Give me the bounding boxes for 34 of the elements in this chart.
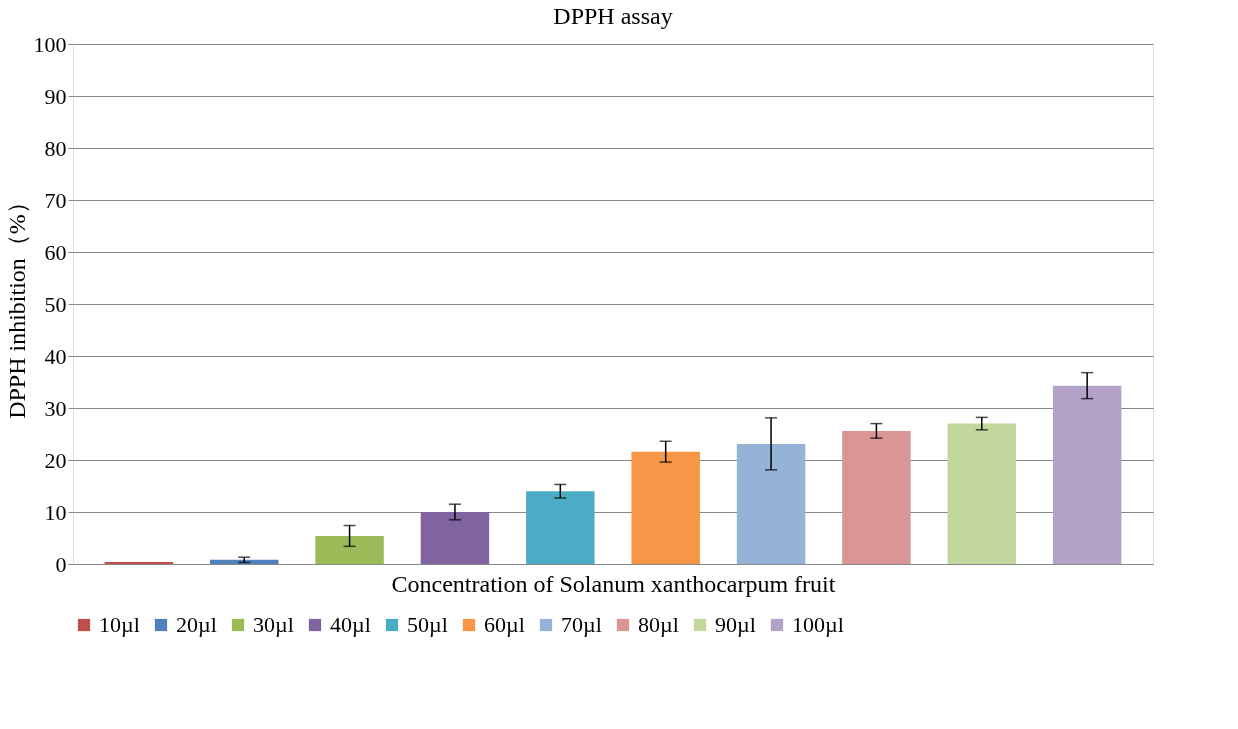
y-tick-label: 30 <box>44 395 67 421</box>
bar <box>947 423 1017 564</box>
bar <box>631 451 700 564</box>
y-tick-label: 90 <box>44 83 67 109</box>
legend-label: 60µl <box>484 612 525 637</box>
y-axis-title: DPPH inhibition（%） <box>3 190 30 419</box>
y-tick-label: 20 <box>44 447 67 473</box>
legend-label: 90µl <box>715 612 756 637</box>
legend-label: 20µl <box>176 612 217 637</box>
legend-label: 10µl <box>99 612 140 637</box>
chart-title: DPPH assay <box>553 3 673 29</box>
legend-label: 50µl <box>407 612 448 637</box>
y-tick-label: 10 <box>44 499 67 525</box>
bar <box>420 512 490 564</box>
y-tick-label: 60 <box>44 239 67 265</box>
bar <box>315 535 384 564</box>
bar <box>736 443 806 564</box>
bar <box>526 491 595 564</box>
legend-label: 30µl <box>253 612 294 637</box>
y-tick-label: 0 <box>55 551 67 577</box>
bar <box>842 430 911 564</box>
y-tick-label: 100 <box>33 31 67 57</box>
legend-label: 40µl <box>330 612 371 637</box>
legend-label: 80µl <box>638 612 679 637</box>
x-axis-title: Concentration of Solanum xanthocarpum fruit <box>391 570 836 597</box>
y-tick-label: 50 <box>44 291 67 317</box>
bar <box>1052 385 1122 564</box>
legend-label: 100µl <box>792 612 844 637</box>
legend-label: 70µl <box>561 612 602 637</box>
bar <box>209 559 279 564</box>
y-tick-label: 80 <box>44 135 67 161</box>
bar <box>104 561 174 564</box>
y-tick-label: 70 <box>44 187 67 213</box>
y-tick-label: 40 <box>44 343 67 369</box>
